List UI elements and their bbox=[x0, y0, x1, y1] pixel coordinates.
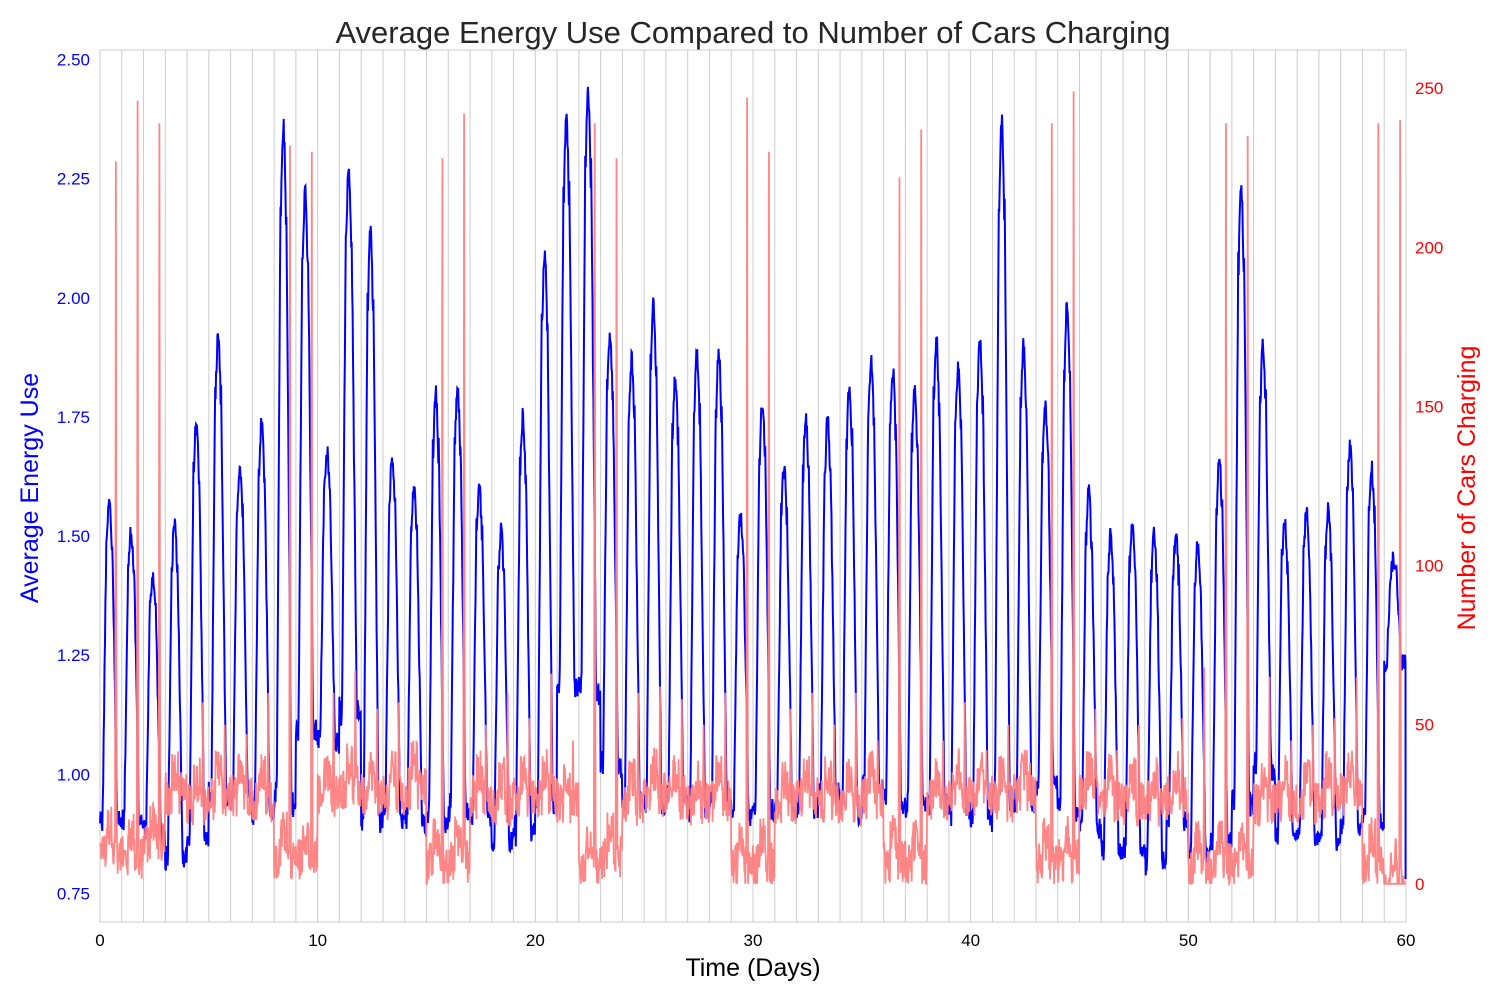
x-tick-label: 50 bbox=[1179, 931, 1198, 950]
y-left-tick-label: 2.25 bbox=[57, 170, 90, 189]
y-right-tick-label: 150 bbox=[1415, 397, 1443, 416]
x-tick-label: 10 bbox=[308, 931, 327, 950]
y-left-tick-label: 1.50 bbox=[57, 527, 90, 546]
y-left-tick-label: 1.75 bbox=[57, 408, 90, 427]
y-left-tick-label: 2.50 bbox=[57, 51, 90, 70]
y-left-tick-label: 1.00 bbox=[57, 765, 90, 784]
y-axis-right-label: Number of Cars Charging bbox=[1453, 346, 1481, 631]
y-left-tick-label: 2.00 bbox=[57, 289, 90, 308]
series-number-of-cars-charging-line bbox=[99, 91, 1406, 887]
y-right-tick-label: 100 bbox=[1415, 557, 1443, 576]
x-axis-label: Time (Days) bbox=[685, 954, 820, 982]
x-tick-label: 20 bbox=[526, 931, 545, 950]
plot-frame bbox=[99, 49, 1407, 923]
x-tick-label: 0 bbox=[95, 931, 104, 950]
y-right-tick-label: 0 bbox=[1415, 875, 1424, 894]
x-tick-label: 40 bbox=[961, 931, 980, 950]
x-tick-label: 30 bbox=[744, 931, 763, 950]
y-left-tick-label: 1.25 bbox=[57, 646, 90, 665]
x-tick-label: 60 bbox=[1397, 931, 1416, 950]
y-right-tick-label: 250 bbox=[1415, 79, 1443, 98]
series-layer bbox=[99, 86, 1407, 887]
y-right-tick-label: 200 bbox=[1415, 238, 1443, 257]
y-axis-left-label: Average Energy Use bbox=[16, 373, 44, 603]
chart-title: Average Energy Use Compared to Number of… bbox=[335, 15, 1170, 50]
y-left-tick-label: 0.75 bbox=[57, 884, 90, 903]
y-right-tick-label: 50 bbox=[1415, 716, 1434, 735]
tick-labels: 0 10 20 30 40 50 60 0.75 1.00 1.25 1.50 1.75 2.00 2.2… bbox=[57, 51, 1443, 950]
